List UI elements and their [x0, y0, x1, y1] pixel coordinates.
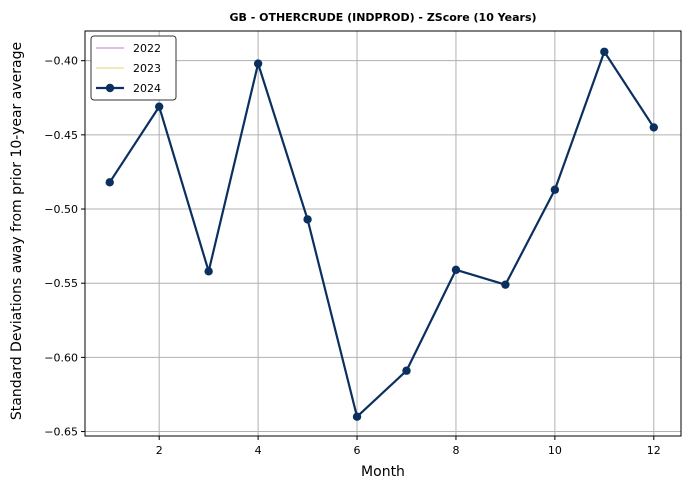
chart-title: GB - OTHERCRUDE (INDPROD) - ZScore (10 Y…: [229, 11, 536, 24]
y-tick-label: −0.65: [44, 426, 78, 439]
x-tick-label: 12: [647, 444, 661, 457]
data-point: [154, 102, 164, 111]
data-point: [253, 59, 263, 68]
y-tick-label: −0.55: [44, 277, 78, 290]
data-point: [501, 280, 510, 289]
y-tick-label: −0.45: [44, 129, 78, 142]
legend-label-2024: 2024: [133, 82, 161, 95]
y-tick-label: −0.50: [44, 203, 78, 216]
data-point: [649, 123, 658, 132]
series-layer: [105, 47, 658, 421]
data-point: [451, 265, 461, 275]
plot-frame: [84, 30, 682, 437]
data-point: [303, 215, 312, 224]
x-axis-label: Month: [361, 464, 405, 480]
series-line-2024: [108, 50, 655, 418]
legend-label-2023: 2023: [133, 62, 161, 75]
grid: [85, 31, 681, 436]
y-tick-label: −0.40: [44, 55, 78, 68]
y-axis-label: Standard Deviations away from prior 10-y…: [9, 42, 25, 420]
data-point: [105, 178, 114, 187]
data-point: [402, 366, 411, 375]
data-point: [352, 412, 362, 421]
x-tick-label: 10: [548, 444, 562, 457]
data-point: [550, 185, 560, 194]
x-tick-label: 2: [156, 444, 163, 457]
ticks: 2 4 6 8 10 12 −0.40 −0.45 −0.50 −0.55 −0.60 −0.65: [44, 55, 661, 457]
legend-marker: [105, 83, 115, 93]
x-tick-label: 4: [255, 444, 262, 457]
x-tick-label: 6: [354, 444, 361, 457]
data-point: [204, 267, 213, 276]
legend: 2022 2023 2024: [90, 35, 177, 101]
legend-box: [90, 35, 177, 101]
legend-label-2022: 2022: [133, 42, 161, 55]
data-point: [600, 47, 609, 56]
x-tick-label: 8: [452, 444, 459, 457]
y-tick-label: −0.60: [44, 351, 78, 364]
